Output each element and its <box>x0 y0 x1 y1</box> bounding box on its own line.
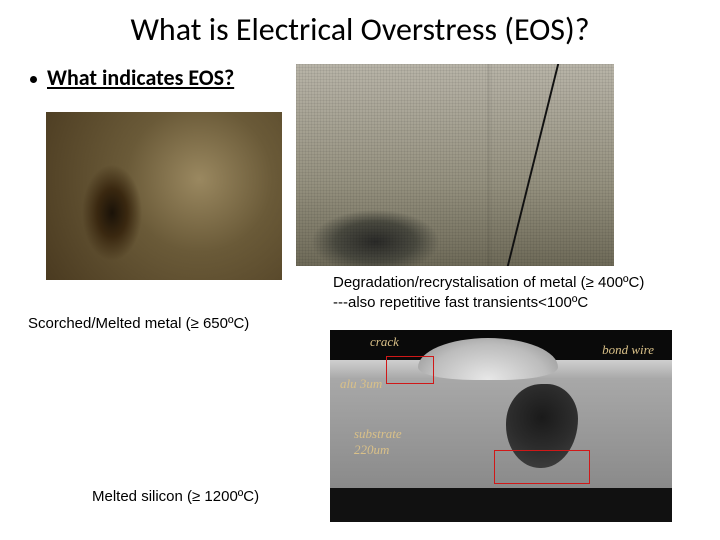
image-recrystallised-metal-content <box>296 64 614 266</box>
subtitle-text: What indicates EOS? <box>47 64 234 91</box>
image-scorched-metal-content <box>46 112 282 280</box>
caption-melted-silicon: Melted silicon (≥ 1200ºC) <box>92 487 259 507</box>
bullet-icon <box>30 76 37 83</box>
image-sem-content: crack bond wire alu 3um substrate 220um <box>330 330 672 522</box>
sem-label-substrate-thickness: 220um <box>354 442 389 458</box>
image-sem-cross-section: crack bond wire alu 3um substrate 220um <box>330 330 672 522</box>
image-recrystallised-metal <box>296 64 614 266</box>
caption-degradation-line1: Degradation/recrystalisation of metal (≥… <box>333 274 644 291</box>
sem-label-bond-wire: bond wire <box>602 342 654 358</box>
caption-scorched: Scorched/Melted metal (≥ 650ºC) <box>28 314 249 334</box>
crack-line <box>507 64 559 266</box>
sem-label-crack: crack <box>370 334 399 350</box>
sem-label-alu: alu 3um <box>340 376 382 392</box>
sem-label-substrate: substrate <box>354 426 402 442</box>
slide-title: What is Electrical Overstress (EOS)? <box>0 10 720 49</box>
slide-subtitle: What indicates EOS? <box>30 64 234 91</box>
sem-bottom-region <box>330 488 672 522</box>
image-scorched-metal <box>46 112 282 280</box>
caption-degradation: Degradation/recrystalisation of metal (≥… <box>333 273 713 312</box>
caption-degradation-line2: ---also repetitive fast transients<100ºC <box>333 294 588 311</box>
